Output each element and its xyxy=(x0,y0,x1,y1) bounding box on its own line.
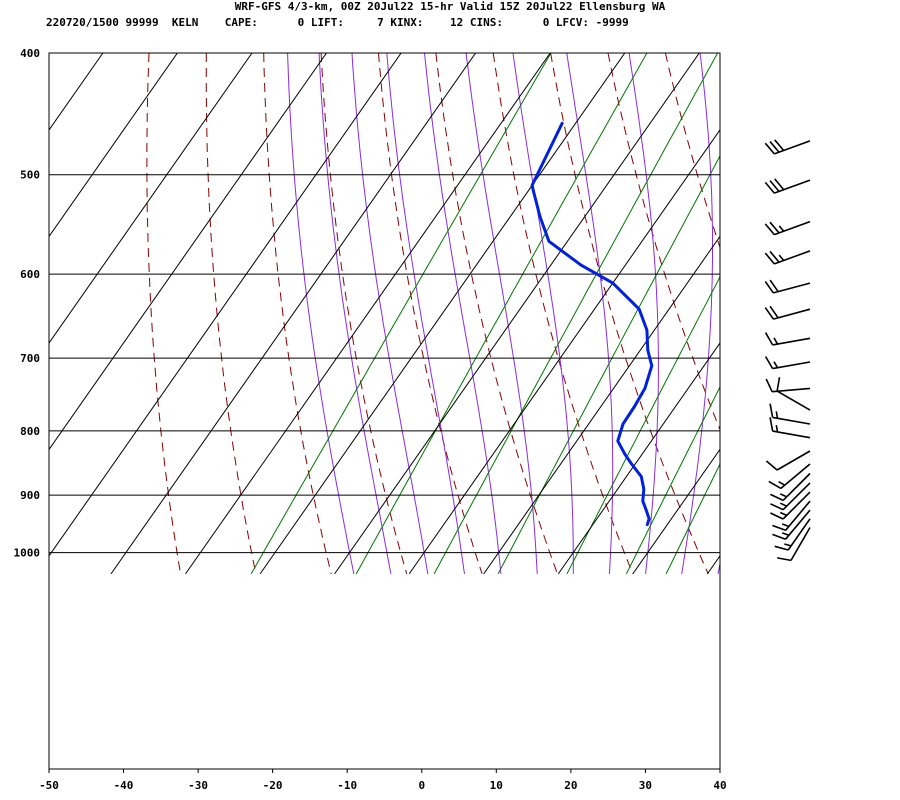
background-lines xyxy=(49,53,900,575)
y-tick-label: 800 xyxy=(20,425,40,438)
wind-barb xyxy=(768,463,811,490)
temperature-line xyxy=(747,123,774,527)
dry-adiabat xyxy=(664,53,720,249)
y-tick-label: 600 xyxy=(20,268,40,281)
dry-adiabat xyxy=(263,53,332,575)
moist-adiabat xyxy=(386,53,465,574)
dry-adiabat xyxy=(320,53,408,575)
moist-adiabat xyxy=(865,53,900,574)
wind-barb xyxy=(765,378,811,393)
wind-barb xyxy=(764,139,811,155)
x-tick-label: -30 xyxy=(188,779,208,792)
isotherm-line xyxy=(259,53,626,575)
dry-adiabat xyxy=(838,53,900,574)
isotherm-line xyxy=(857,53,900,574)
x-tick-label: -40 xyxy=(114,779,134,792)
isotherm-line xyxy=(185,53,551,575)
x-tick-label: -10 xyxy=(337,779,357,792)
isotherm-line xyxy=(483,235,720,575)
dry-adiabat xyxy=(205,53,257,575)
mixing-ratio-line xyxy=(497,154,720,575)
moist-adiabat xyxy=(512,53,574,574)
isotherm-line xyxy=(706,555,720,575)
y-tick-label: 1000 xyxy=(14,547,41,560)
x-tick-label: -50 xyxy=(39,779,59,792)
isotherm-line xyxy=(49,53,402,557)
moist-adiabat xyxy=(287,53,355,574)
y-tick-label: 500 xyxy=(20,169,40,182)
dry-adiabat xyxy=(895,53,900,574)
isotherm-line xyxy=(110,53,477,575)
plot-frame xyxy=(48,52,721,770)
profile-series xyxy=(530,121,774,527)
wind-barb xyxy=(764,356,811,370)
wind-barb xyxy=(772,500,811,532)
wind-barb xyxy=(774,518,811,551)
isotherm-line xyxy=(782,53,900,574)
moist-adiabat xyxy=(424,53,502,574)
isotherm-line xyxy=(334,53,700,575)
moist-adiabat xyxy=(351,53,429,574)
dry-adiabat xyxy=(435,53,558,575)
x-tick-label: 10 xyxy=(490,779,503,792)
wind-barb xyxy=(770,482,811,511)
moist-adiabat xyxy=(465,53,538,574)
wind-barb xyxy=(764,250,811,265)
dry-adiabat xyxy=(146,53,181,574)
dry-adiabat xyxy=(723,53,900,574)
wind-barb xyxy=(776,377,811,411)
y-tick-label: 700 xyxy=(20,352,40,365)
wind-barb xyxy=(777,527,811,562)
wind-barb xyxy=(764,220,811,236)
wind-barb xyxy=(764,178,811,194)
dewpoint-line xyxy=(530,121,654,527)
wind-barb xyxy=(772,509,811,540)
y-axis-labels: 400 500 600 700 800 900 1000 xyxy=(14,47,41,560)
moist-adiabat xyxy=(681,53,713,574)
mixing-ratio-line xyxy=(625,385,720,575)
moist-adiabat xyxy=(318,53,392,574)
wind-barbs xyxy=(764,139,811,562)
x-tick-label: 40 xyxy=(713,779,726,792)
chart-subtitle: 220720/1500 99999 KELN CAPE: 0 LIFT: 7 K… xyxy=(46,16,629,29)
wind-barb xyxy=(764,332,811,346)
dry-adiabat xyxy=(607,53,720,431)
isotherm-line xyxy=(632,448,720,575)
dry-adiabat xyxy=(378,53,483,575)
isotherm-line xyxy=(49,53,104,131)
x-tick-label: 0 xyxy=(418,779,425,792)
moist-adiabat xyxy=(566,53,614,574)
isotherm-line xyxy=(408,128,720,575)
wind-barb xyxy=(769,417,811,439)
wind-barb xyxy=(765,450,811,471)
mixing-ratio-line xyxy=(770,53,900,574)
mixing-ratio-line xyxy=(566,275,720,575)
moist-adiabat xyxy=(828,53,900,574)
wind-barb xyxy=(764,279,811,294)
mixing-ratio-line xyxy=(355,53,648,575)
wind-barb xyxy=(764,305,811,320)
mixing-ratio-line xyxy=(665,463,720,575)
isotherm-line xyxy=(49,53,253,344)
mixing-ratio-line xyxy=(250,53,552,575)
isotherm-line xyxy=(557,342,720,575)
isotherm-line xyxy=(49,53,327,451)
x-tick-label: 20 xyxy=(564,779,577,792)
y-tick-label: 400 xyxy=(20,47,40,60)
x-tick-label: -20 xyxy=(263,779,283,792)
dry-adiabat xyxy=(550,53,709,575)
wind-barb xyxy=(770,491,811,520)
wind-barb xyxy=(770,472,811,502)
chart-title: WRF-GFS 4/3-km, 00Z 20Jul22 15-hr Valid … xyxy=(235,0,666,13)
wind-barb xyxy=(769,403,811,425)
y-tick-label: 900 xyxy=(20,489,40,502)
x-axis-labels: -50 -40 -30 -20 -10 0 10 20 30 40 xyxy=(39,769,727,792)
isobar-grid xyxy=(49,52,720,554)
mixing-ratio-line xyxy=(721,53,900,574)
dry-adiabat xyxy=(492,53,634,575)
x-tick-label: 30 xyxy=(639,779,652,792)
mixing-ratio-line xyxy=(433,53,719,575)
isotherm-line xyxy=(49,53,178,238)
